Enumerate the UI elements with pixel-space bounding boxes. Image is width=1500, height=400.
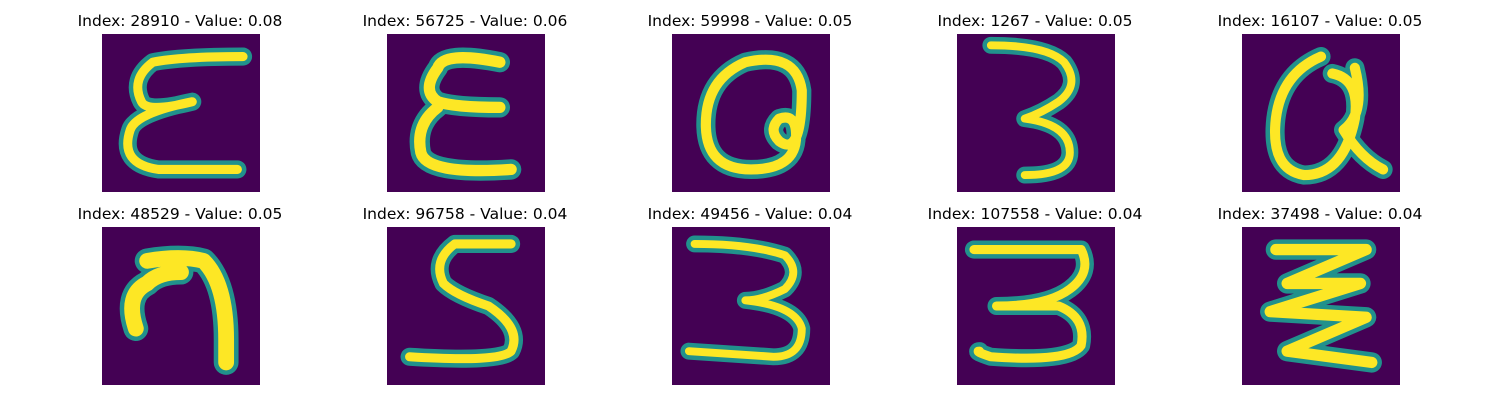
panel-title: Index: 16107 - Value: 0.05 [1217, 12, 1423, 30]
glyph-svg [409, 47, 522, 181]
digit-image [672, 34, 830, 192]
panel-title: Index: 56725 - Value: 0.06 [362, 12, 568, 30]
digit-image [957, 227, 1115, 385]
panel-title: Index: 1267 - Value: 0.05 [937, 12, 1133, 30]
panel-title: Index: 107558 - Value: 0.04 [927, 205, 1143, 223]
glyph-svg [680, 235, 811, 366]
panel-title: Index: 96758 - Value: 0.04 [362, 205, 568, 223]
panel-title: Index: 28910 - Value: 0.08 [77, 12, 283, 30]
digit-image [102, 34, 260, 192]
digit-image [957, 34, 1115, 192]
glyph-svg [119, 245, 239, 375]
digit-image [102, 227, 260, 385]
panel-title: Index: 48529 - Value: 0.05 [77, 205, 283, 223]
panel-title: Index: 59998 - Value: 0.05 [647, 12, 853, 30]
digit-image [672, 227, 830, 385]
digit-image [387, 34, 545, 192]
panel-title: Index: 49456 - Value: 0.04 [647, 205, 853, 223]
glyph-svg [1260, 239, 1382, 373]
digit-image [1242, 227, 1400, 385]
panel-title: Index: 37498 - Value: 0.04 [1217, 205, 1423, 223]
glyph-svg [400, 234, 523, 368]
glyph-svg [118, 47, 253, 179]
glyph-svg [964, 240, 1094, 368]
digit-image [387, 227, 545, 385]
glyph-svg [982, 36, 1080, 184]
glyph-svg [696, 50, 812, 180]
digit-image [1242, 34, 1400, 192]
glyph-svg [1265, 46, 1393, 185]
